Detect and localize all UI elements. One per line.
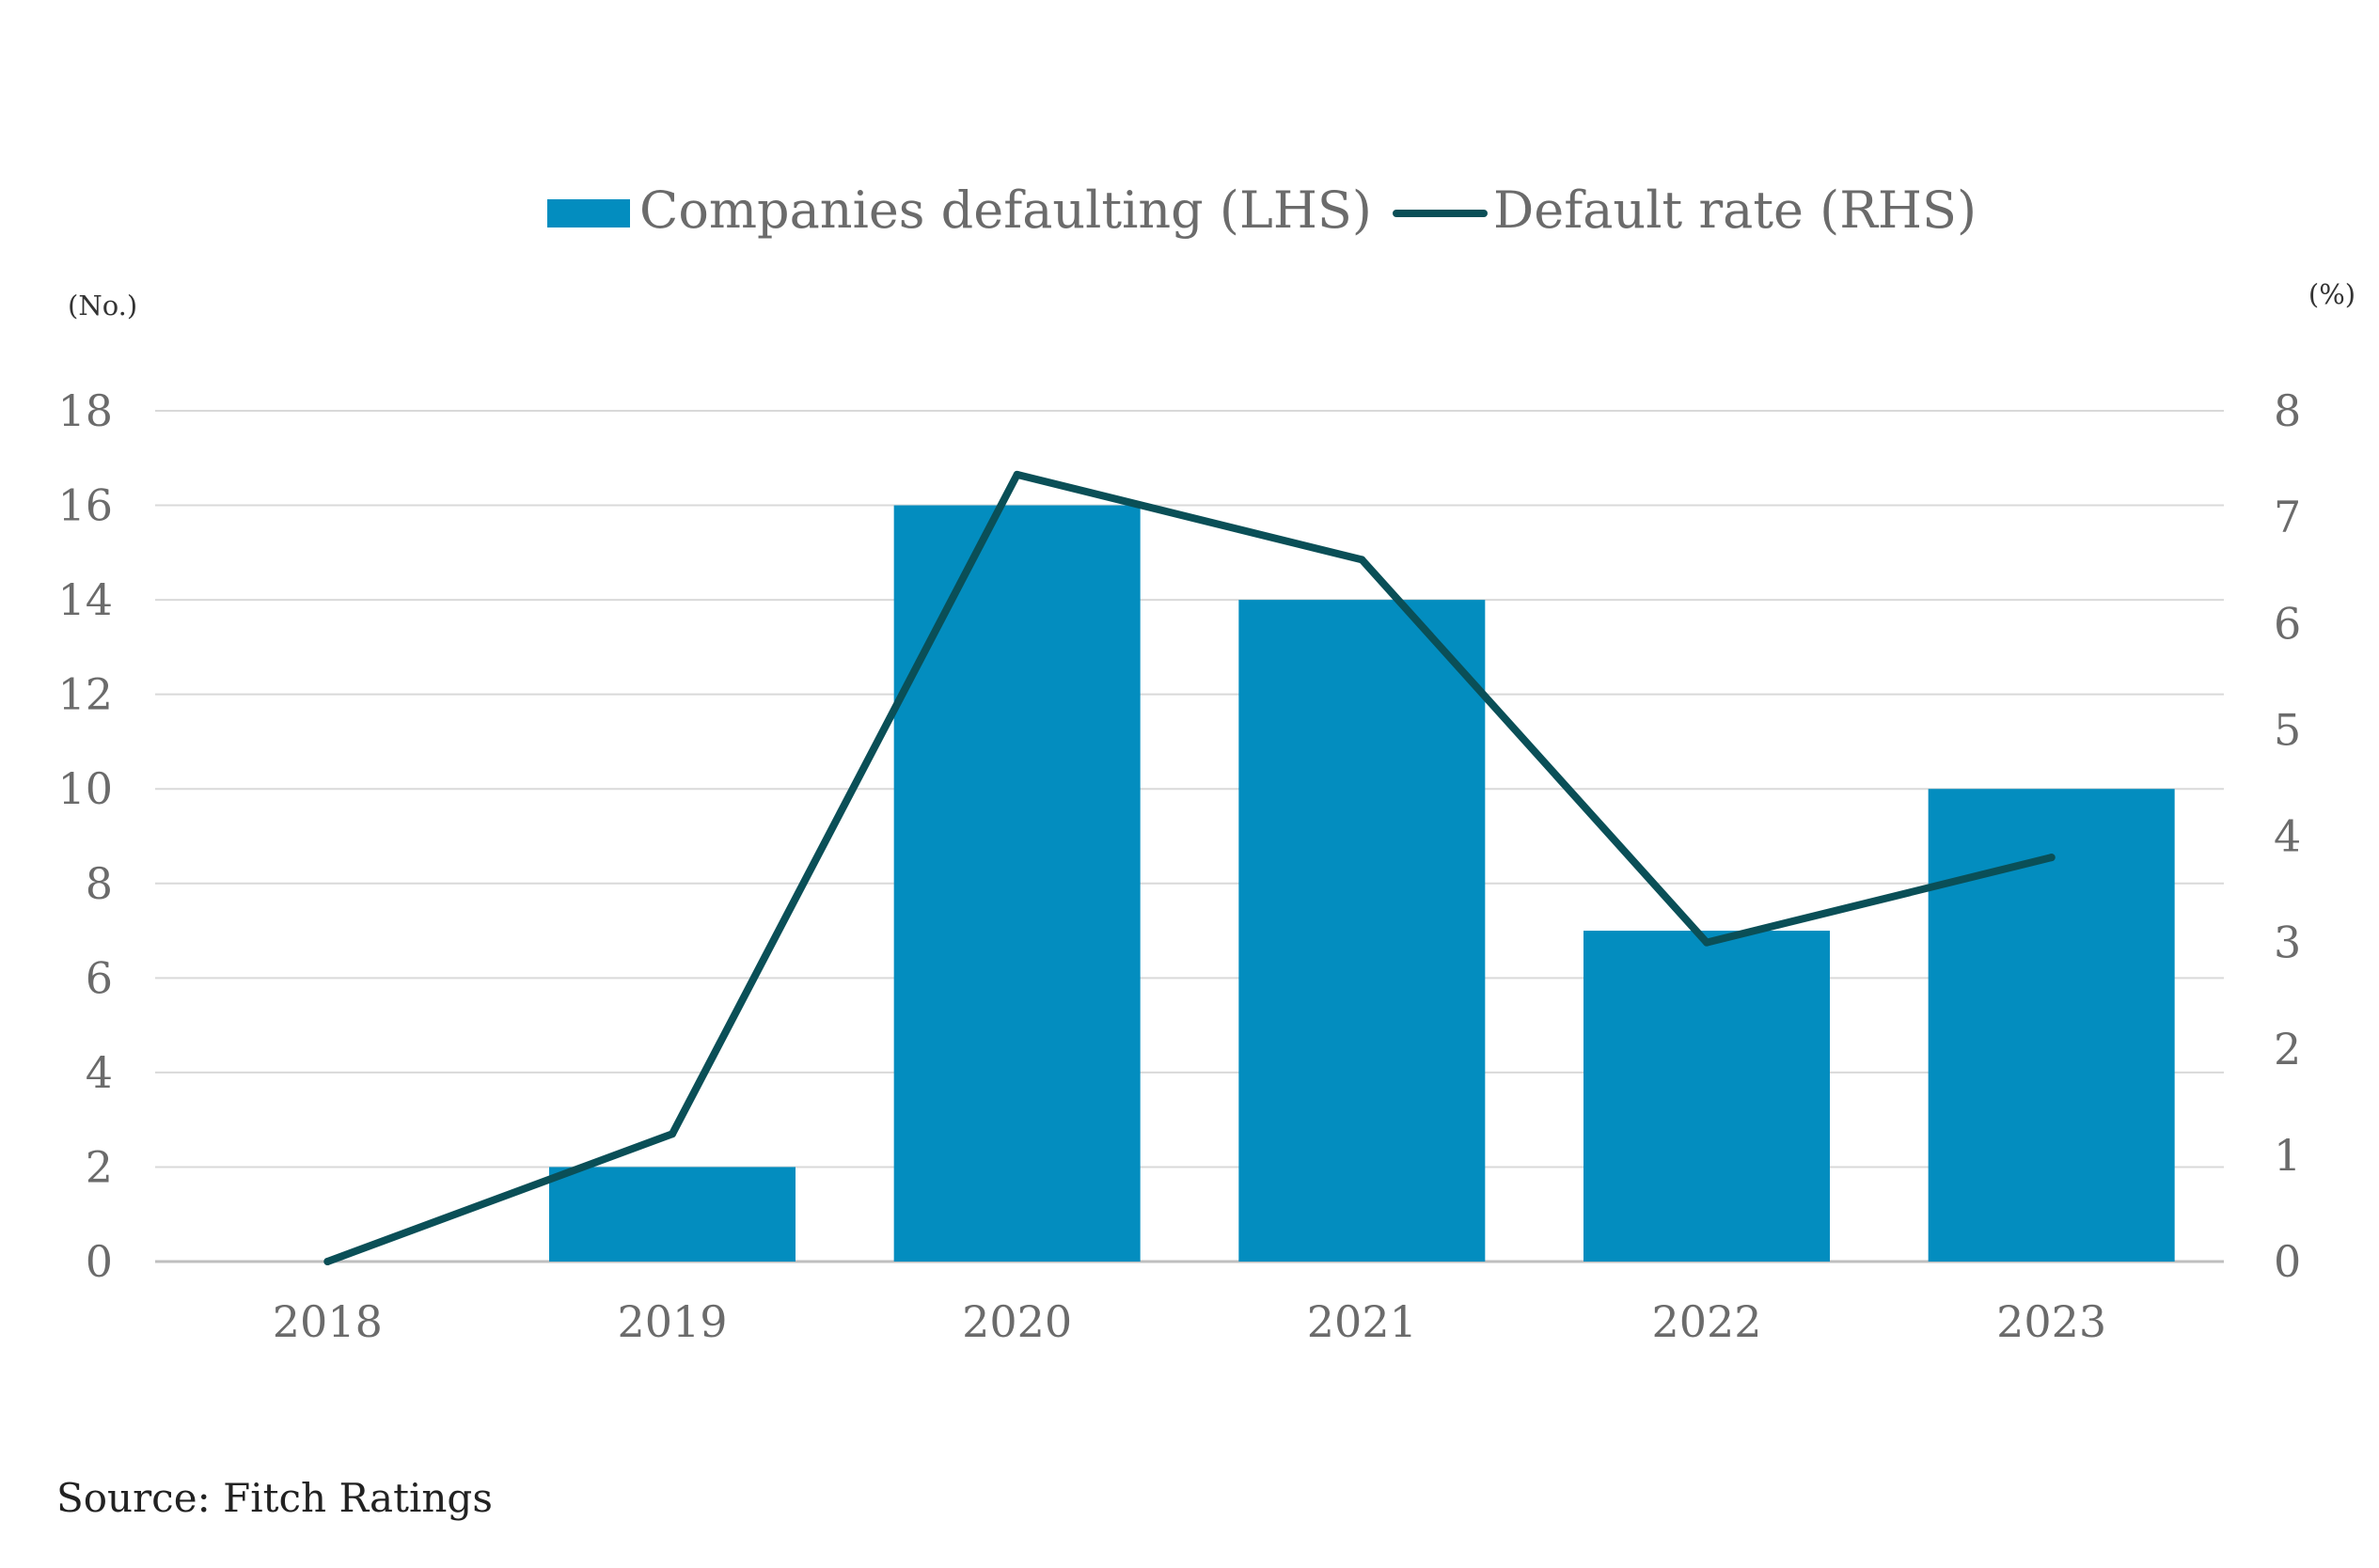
left-tick-label: 4 [86,1047,113,1098]
x-tick-label: 2023 [1996,1296,2106,1347]
right-tick-label: 7 [2274,492,2301,542]
line-point-2023 [2047,854,2056,862]
right-tick-label: 3 [2274,917,2301,968]
left-tick-label: 14 [57,574,113,625]
left-axis-unit-label: (No.) [68,290,137,321]
right-tick-label: 1 [2274,1130,2301,1181]
x-tick-label: 2022 [1651,1296,1761,1347]
legend-label-bar: Companies defaulting (LHS) [639,180,1372,240]
line-point-2018 [323,1258,332,1265]
legend-label-line: Default rate (RHS) [1493,180,1977,240]
right-tick-label: 4 [2274,811,2301,862]
legend-swatch-bar [547,199,630,227]
left-axis-ticks: 0 2 4 6 8 10 12 14 16 18 [57,385,113,1287]
bar-2022 [1583,931,1830,1262]
x-tick-label: 2019 [617,1296,727,1347]
line-point-2020 [1013,470,1021,478]
line-point-2022 [1703,938,1710,947]
line-point-2021 [1358,556,1366,564]
right-tick-label: 6 [2274,598,2301,649]
x-tick-label: 2018 [273,1296,383,1347]
right-axis-ticks: 0 1 2 3 4 5 6 7 8 [2274,385,2301,1287]
source-note: Source: Fitch Ratings [56,1475,493,1521]
right-tick-label: 0 [2274,1236,2301,1287]
x-axis-ticks: 2018 2019 2020 2021 2022 2023 [273,1296,2106,1347]
bar-2021 [1238,600,1486,1262]
right-tick-label: 8 [2274,385,2301,436]
gridlines [155,410,2224,1263]
default-rate-line [323,470,2056,1265]
bar-2023 [1928,789,2175,1262]
bar-2019 [549,1167,796,1262]
legend: Companies defaulting (LHS) Default rate … [547,180,1977,240]
line-series [323,470,2056,1265]
bar-2020 [893,505,1141,1262]
left-tick-label: 8 [86,858,113,909]
left-tick-label: 2 [86,1141,113,1192]
right-axis-unit-label: (%) [2308,278,2355,310]
left-tick-label: 10 [57,763,113,814]
right-tick-label: 2 [2274,1024,2301,1074]
bar-series [549,505,2175,1262]
left-tick-label: 16 [57,480,113,531]
left-tick-label: 0 [86,1236,113,1287]
right-tick-label: 5 [2274,704,2301,755]
x-tick-label: 2021 [1307,1296,1417,1347]
line-point-2019 [669,1130,676,1138]
left-tick-label: 12 [57,669,113,720]
left-tick-label: 18 [57,385,113,436]
x-tick-label: 2020 [962,1296,1072,1347]
left-tick-label: 6 [86,952,113,1003]
